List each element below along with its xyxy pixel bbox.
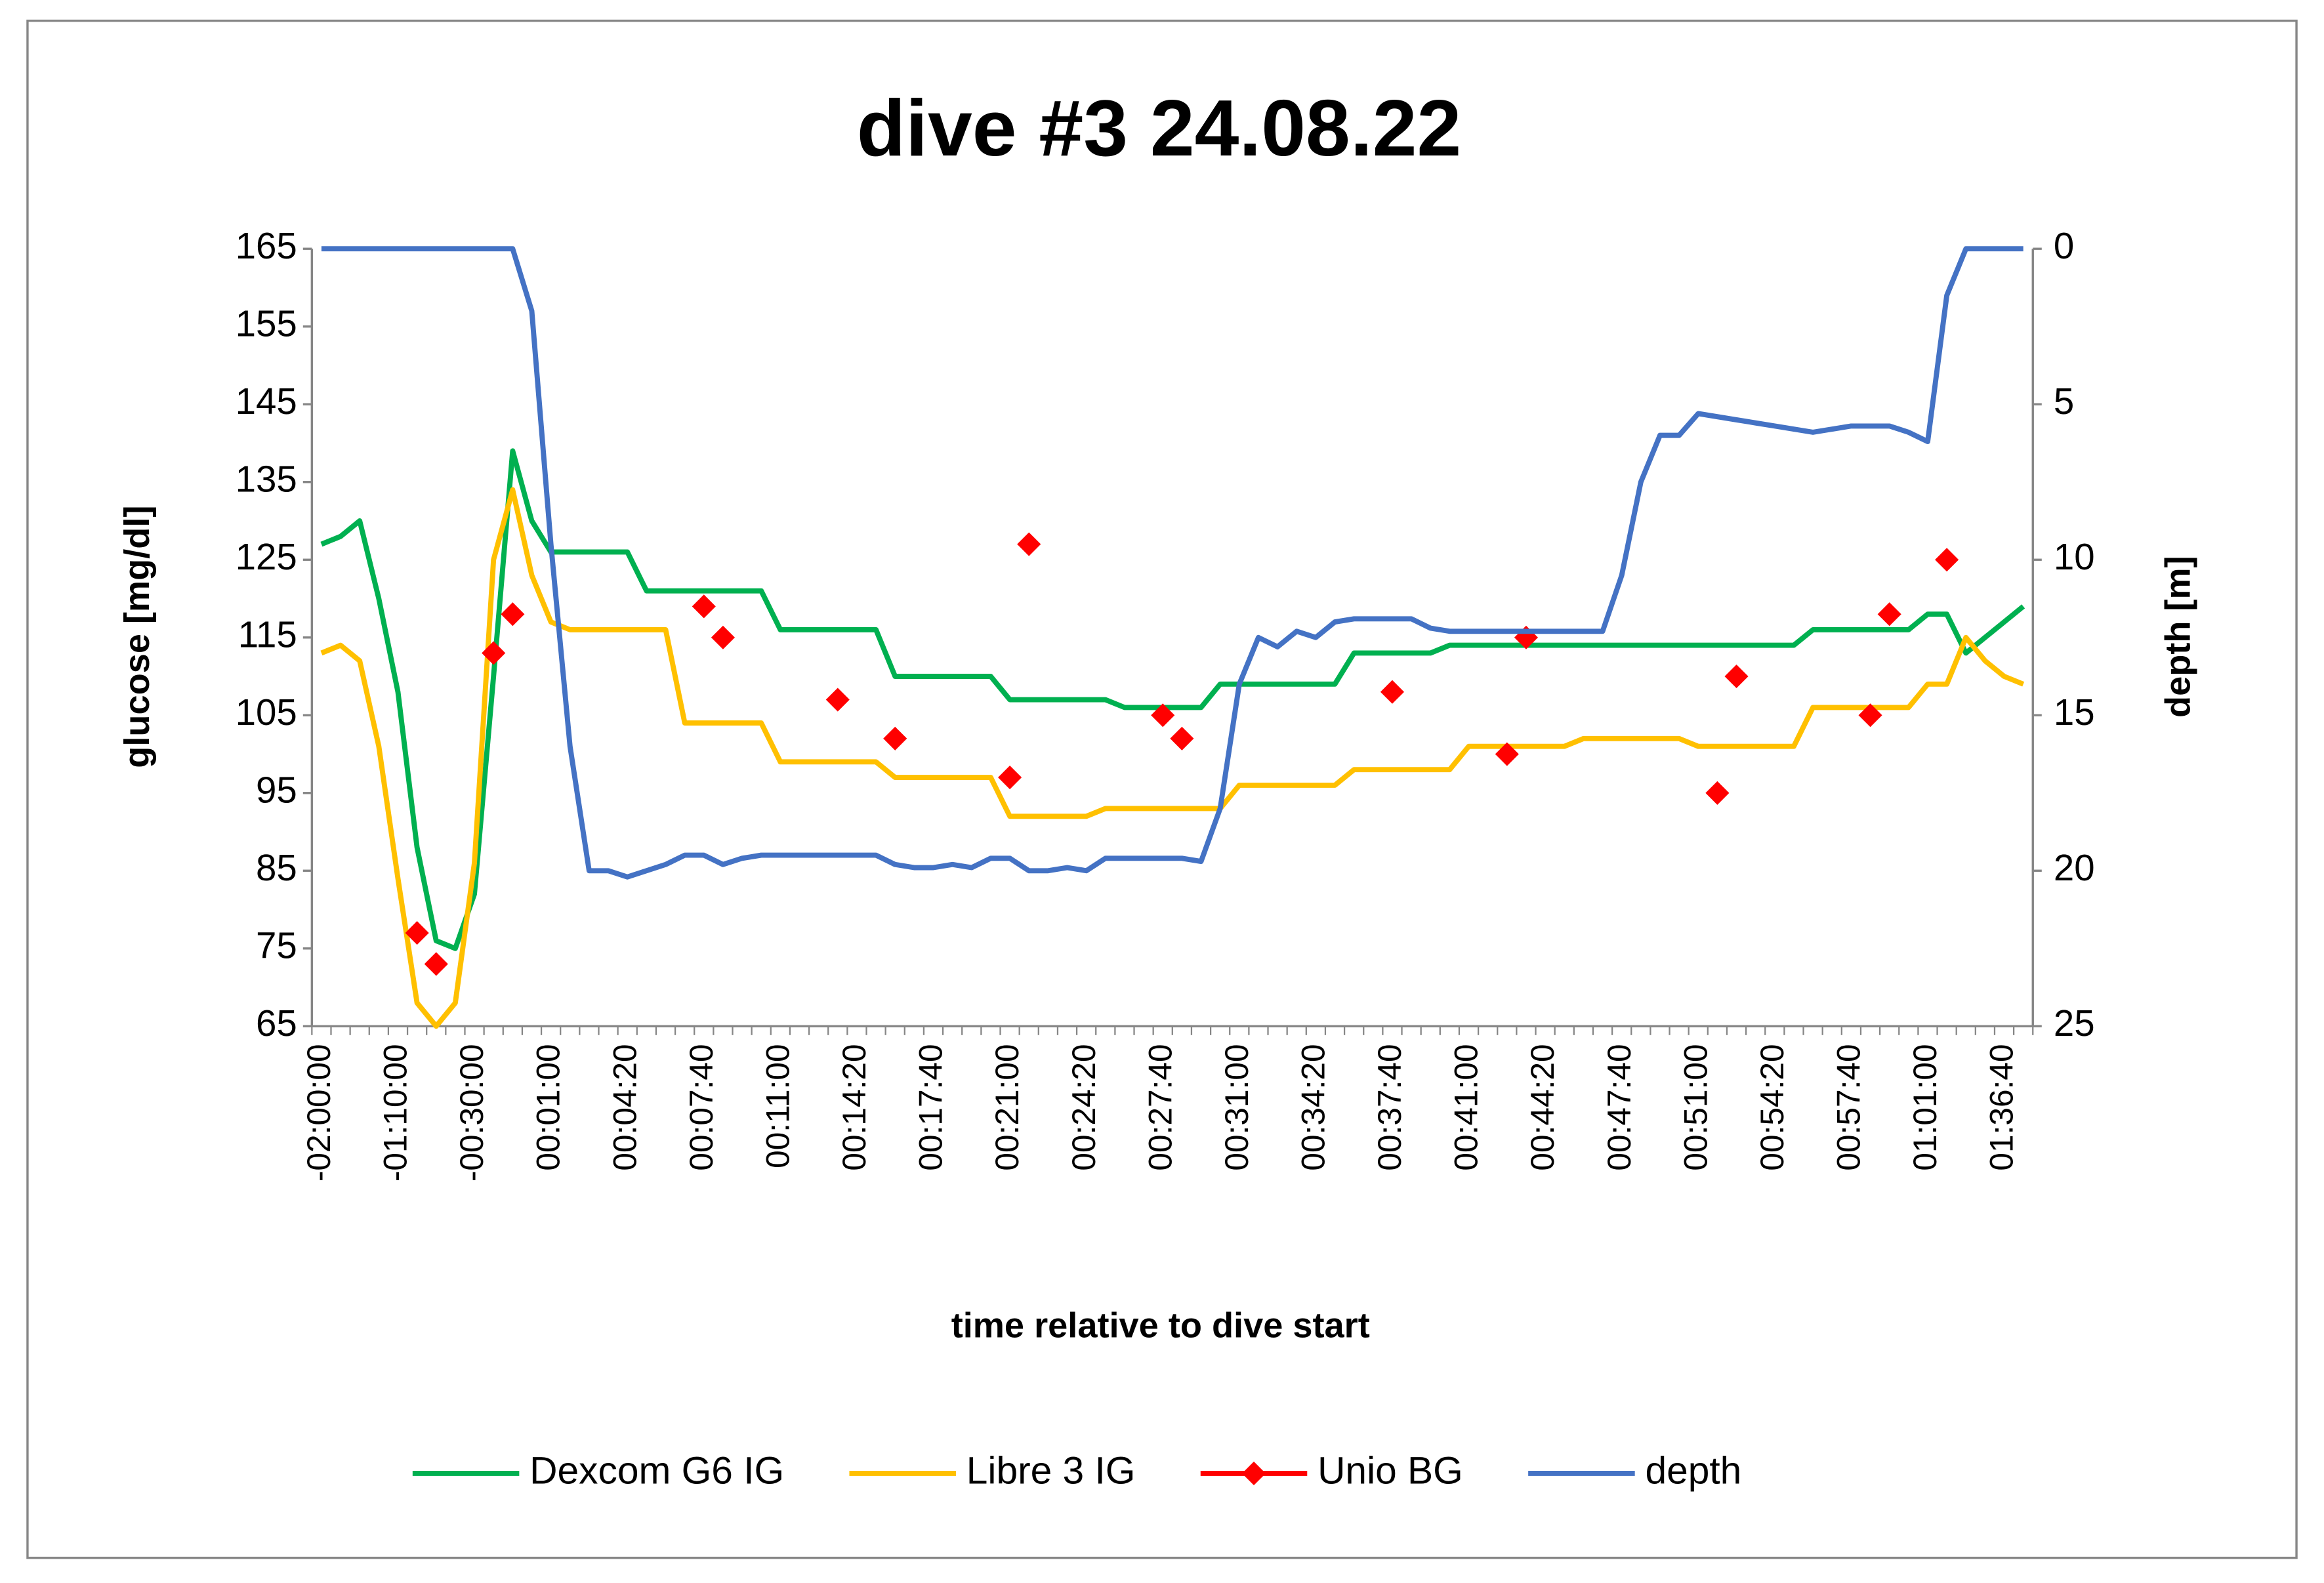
y-tick-label: 105 — [236, 691, 297, 733]
chart-title: dive #3 24.08.22 — [857, 83, 1462, 173]
y-tick-label: 85 — [256, 847, 297, 888]
x-tick-label: -02:00:00 — [301, 1044, 337, 1182]
x-tick-label: 00:51:00 — [1677, 1044, 1714, 1170]
x-tick-label: 00:01:00 — [530, 1044, 567, 1170]
legend-item: depth — [1528, 1449, 1741, 1492]
legend: Dexcom G6 IG Libre 3 IG Unio BG depth — [412, 1449, 1741, 1492]
x-tick-label: 00:11:00 — [759, 1044, 796, 1168]
y2-tick-label: 15 — [2054, 691, 2095, 733]
data-marker — [501, 602, 525, 627]
y-tick-label: 95 — [256, 770, 297, 811]
x-tick-label: 00:24:20 — [1066, 1044, 1102, 1170]
x-tick-label: -00:30:00 — [453, 1044, 490, 1182]
chart-border — [26, 19, 2298, 1559]
y-tick-label: 155 — [236, 303, 297, 344]
y-tick-label: 135 — [236, 459, 297, 500]
legend-label: Unio BG — [1318, 1449, 1463, 1492]
data-marker — [1151, 703, 1175, 728]
x-tick-label: 00:41:00 — [1448, 1044, 1485, 1170]
y-tick-label: 115 — [238, 614, 297, 655]
data-marker — [1877, 602, 1901, 627]
x-tick-label: 00:07:40 — [683, 1044, 720, 1170]
x-tick-label: 00:37:40 — [1371, 1044, 1408, 1170]
data-marker — [1724, 664, 1749, 689]
y-axis-title: glucose [mg/dl] — [117, 506, 157, 768]
data-marker — [424, 952, 448, 976]
legend-label: depth — [1645, 1449, 1741, 1492]
y-tick-label: 75 — [256, 925, 297, 966]
data-marker — [1858, 703, 1882, 728]
series — [320, 487, 2025, 1029]
y2-tick-label: 0 — [2054, 225, 2074, 266]
data-line — [320, 448, 2025, 951]
x-tick-label: 00:17:40 — [913, 1044, 949, 1170]
data-line — [320, 487, 2025, 1029]
y-tick-label: 125 — [236, 536, 297, 577]
y2-tick-label: 20 — [2054, 847, 2095, 888]
y-tick-label: 165 — [236, 225, 297, 266]
x-tick-label: 00:57:40 — [1831, 1044, 1867, 1170]
series — [321, 246, 2023, 880]
legend-label: Libre 3 IG — [966, 1449, 1136, 1492]
legend-item: Dexcom G6 IG — [412, 1449, 784, 1492]
y2-tick-label: 10 — [2054, 536, 2095, 577]
data-marker — [711, 625, 735, 649]
y2-tick-label: 5 — [2054, 380, 2074, 422]
data-marker — [1705, 781, 1730, 805]
x-tick-label: 00:21:00 — [989, 1044, 1026, 1170]
x-tick-label: 00:14:20 — [836, 1044, 873, 1170]
data-marker — [482, 641, 506, 665]
y-tick-label: 65 — [256, 1002, 297, 1044]
y2-axis-title: depth [m] — [2159, 556, 2198, 718]
data-marker — [1495, 742, 1519, 766]
x-tick-label: 00:31:00 — [1218, 1044, 1255, 1170]
data-marker — [1241, 1461, 1266, 1486]
x-tick-label: 00:44:20 — [1524, 1044, 1561, 1170]
y2-tick-label: 25 — [2054, 1002, 2095, 1044]
x-tick-label: 00:27:40 — [1142, 1044, 1178, 1170]
x-tick-label: 00:54:20 — [1754, 1044, 1791, 1170]
x-tick-label: 00:34:20 — [1295, 1044, 1331, 1170]
legend-label: Dexcom G6 IG — [529, 1449, 784, 1492]
series — [320, 448, 2025, 951]
x-tick-label: -01:10:00 — [377, 1044, 414, 1182]
legend-item: Unio BG — [1200, 1449, 1463, 1492]
data-line — [321, 246, 2023, 880]
x-tick-label: 01:01:00 — [1907, 1044, 1943, 1170]
data-marker — [1935, 548, 1959, 572]
x-tick-label: 01:36:40 — [1983, 1044, 2020, 1170]
x-axis-title: time relative to dive start — [951, 1305, 1370, 1345]
x-tick-label: 00:47:40 — [1601, 1044, 1638, 1170]
x-tick-label: 00:04:20 — [606, 1044, 643, 1170]
legend-item: Libre 3 IG — [849, 1449, 1135, 1492]
data-marker — [1380, 680, 1405, 704]
y-tick-label: 145 — [236, 380, 297, 422]
